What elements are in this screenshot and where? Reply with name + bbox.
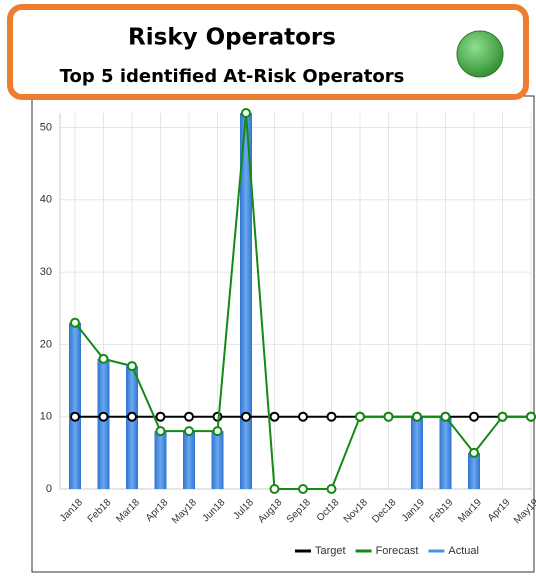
y-tick-label: 10 <box>40 411 52 423</box>
point-marker <box>241 411 251 422</box>
point-marker <box>326 484 337 494</box>
point-marker <box>98 411 109 422</box>
bar <box>69 322 81 489</box>
point-marker <box>383 411 394 422</box>
y-tick-label: 40 <box>40 194 52 206</box>
bar <box>97 358 110 489</box>
point-marker <box>127 361 137 372</box>
point-marker <box>298 484 308 494</box>
point-marker <box>497 411 508 422</box>
header-box <box>7 4 529 100</box>
header-subtitle: Top 5 identified At-Risk Operators <box>60 66 405 87</box>
point-marker <box>155 411 166 422</box>
y-tick-label: 50 <box>40 121 52 133</box>
bar <box>183 431 195 489</box>
point-marker <box>70 411 80 422</box>
chart-frame <box>31 95 535 573</box>
legend-label: Target <box>315 545 346 557</box>
bar <box>439 416 452 489</box>
point-marker <box>184 411 194 422</box>
bar <box>211 431 224 489</box>
legend-label: Actual <box>448 545 479 557</box>
point-marker <box>127 411 137 422</box>
y-tick-label: 0 <box>46 483 52 495</box>
y-tick-label: 30 <box>40 266 52 278</box>
point-marker <box>184 426 194 437</box>
header-title: Risky Operators <box>128 25 336 51</box>
point-marker <box>212 426 223 437</box>
point-marker <box>98 353 109 364</box>
point-marker <box>212 411 223 422</box>
point-marker <box>155 426 166 437</box>
point-marker <box>298 411 308 422</box>
y-tick-label: 20 <box>40 338 52 350</box>
point-marker <box>469 411 479 422</box>
point-marker <box>469 447 479 458</box>
point-marker <box>326 411 337 422</box>
point-marker <box>269 411 280 422</box>
bar <box>154 431 167 489</box>
point-marker <box>526 411 536 422</box>
status-indicator <box>456 30 504 78</box>
bar <box>411 416 423 489</box>
point-marker <box>440 411 451 422</box>
point-marker <box>412 411 422 422</box>
point-marker <box>355 411 365 422</box>
point-marker <box>241 108 251 118</box>
point-marker <box>269 484 280 494</box>
point-marker <box>70 317 80 328</box>
bar <box>240 113 252 489</box>
bar <box>126 366 138 489</box>
bar <box>468 452 480 489</box>
legend-label: Forecast <box>376 545 419 557</box>
